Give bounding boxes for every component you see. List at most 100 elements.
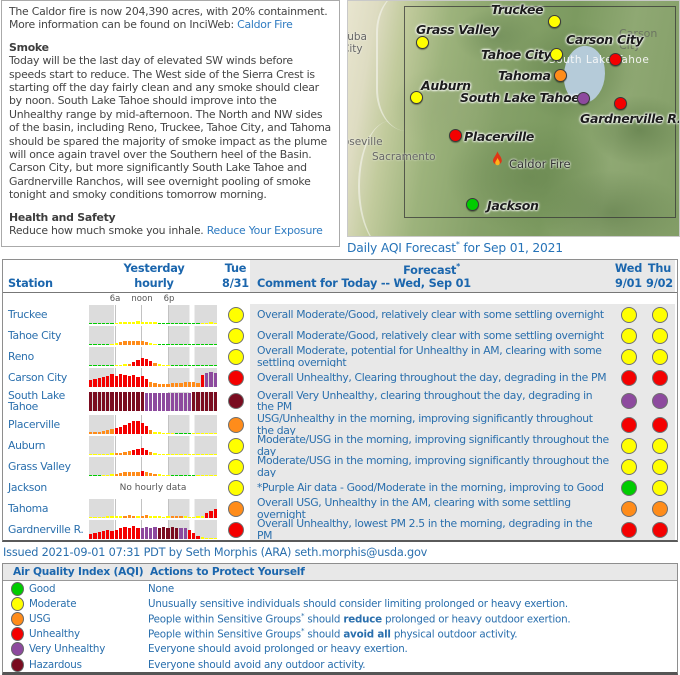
yesterday-aqi-circle (227, 479, 244, 496)
hour-bar (119, 516, 123, 518)
night-shading (169, 326, 217, 345)
hour-bar (131, 515, 136, 518)
hour-bar (174, 475, 179, 476)
hour-bar (110, 429, 114, 434)
hour-bar (149, 360, 153, 366)
hour-bar (192, 433, 196, 434)
thu-forecast-cell (644, 388, 675, 414)
hour-bar (140, 528, 144, 539)
hour-bar (93, 344, 97, 345)
city-aqi-dot (466, 198, 479, 211)
hour-bar (200, 365, 205, 366)
hour-bar (209, 365, 213, 366)
yesterday-cell (221, 304, 250, 325)
hour-bar (157, 383, 162, 387)
yesterday-aqi-circle (227, 416, 244, 433)
time-gridline (114, 499, 116, 518)
time-label-noon: noon (131, 294, 153, 304)
hour-bar (209, 392, 213, 411)
time-gridline (167, 415, 169, 434)
time-gridline (167, 499, 169, 518)
station-name: Tahoe City (8, 329, 62, 342)
hour-bar (192, 323, 196, 324)
hour-bar (149, 452, 153, 455)
station-name: Gardnerville R. (8, 523, 84, 536)
legend-aqi-circle (11, 611, 24, 626)
hour-bar (101, 392, 106, 411)
yesterday-cell (221, 456, 250, 477)
hour-bar (187, 516, 192, 518)
hour-bar (153, 343, 157, 345)
time-gridline (167, 305, 169, 324)
yesterday-cell (221, 325, 250, 346)
hour-bar (131, 450, 136, 455)
hour-bar (196, 433, 200, 434)
hour-bar (157, 432, 162, 434)
time-gridline (114, 415, 116, 434)
hour-bar (192, 475, 196, 476)
hour-bar (157, 344, 162, 345)
forecast-comment: *Purple Air data - Good/Moderate in the … (250, 477, 613, 498)
hour-bar (89, 365, 93, 366)
hour-bar (144, 472, 149, 476)
hourly-chart-cell (87, 325, 221, 346)
table-row: Tahoma Overall USG, Unhealthy in the AM, … (3, 498, 677, 519)
hour-bar (93, 392, 97, 411)
legend-action-text: Everyone should avoid prolonged or heavy… (148, 643, 408, 656)
hourly-bar-chart (89, 436, 217, 455)
hour-bar (127, 363, 131, 366)
thu-forecast-aqi-circle (651, 327, 668, 344)
hour-bar (119, 342, 123, 345)
legend-header: Air Quality Index (AQI) Actions to Prote… (3, 564, 677, 581)
hour-bar (149, 381, 153, 387)
hourly-chart-cell (87, 435, 221, 456)
hour-bar (131, 361, 136, 366)
hour-bar (187, 393, 192, 411)
hour-bar (123, 472, 127, 476)
table-row: Placerville USG/Unhealthy in the morning,… (3, 414, 677, 435)
station-name: Grass Valley (8, 460, 71, 473)
hour-bar (131, 471, 136, 476)
city-label-south-lake-tahoe: South Lake Tahoe (460, 90, 580, 105)
hour-bar (157, 474, 162, 476)
hour-bar (166, 365, 170, 366)
legend-action-text: Unusually sensitive individuals should c… (148, 597, 569, 610)
road-line (376, 1, 436, 131)
hour-bar (196, 516, 200, 518)
time-gridline (167, 436, 169, 455)
hour-bar (93, 365, 97, 366)
map-base-label: Yuba City (347, 31, 367, 55)
hour-bar (162, 344, 166, 345)
hour-bar (162, 393, 166, 411)
forecast-comment: Moderate/USG in the morning, improving s… (250, 456, 613, 477)
reduce-exposure-link[interactable]: Reduce Your Exposure (206, 224, 323, 238)
forecast-comment: USG/Unhealthy in the morning, improving … (250, 414, 613, 435)
hour-bar (140, 341, 144, 345)
station-name: South Lake Tahoe (8, 389, 65, 413)
night-shading (89, 326, 114, 345)
night-shading (169, 499, 217, 518)
hour-bar (153, 383, 157, 387)
legend-level-label: USG (29, 612, 51, 625)
hour-bar (89, 475, 93, 476)
hour-bar (174, 365, 179, 366)
yesterday-aqi-circle (227, 393, 244, 409)
forecast-rows: Truckee Overall Moderate/Good, relatively… (3, 304, 677, 540)
legend-rows: Good None Moderate Unusually sensitive indi… (3, 581, 677, 672)
legend-aqi-circle (11, 596, 24, 611)
table-row: Jackson No hourly data *Purple Air data - … (3, 477, 677, 498)
hour-bar (183, 382, 187, 387)
hour-bar (187, 344, 192, 345)
hour-bar (166, 393, 170, 411)
wed-forecast-cell (613, 477, 644, 498)
caldor-fire-link[interactable]: Caldor Fire (237, 18, 293, 32)
hour-bar (179, 383, 183, 387)
hour-bar (101, 531, 106, 539)
hour-bar (114, 516, 119, 518)
wed-forecast-aqi-circle (620, 393, 637, 409)
night-shading (169, 457, 217, 476)
forecast-comment: Overall Moderate, potential for Unhealth… (250, 346, 613, 367)
wed-forecast-aqi-circle (620, 327, 637, 344)
hour-bar (187, 475, 192, 476)
hour-bar (153, 453, 157, 455)
